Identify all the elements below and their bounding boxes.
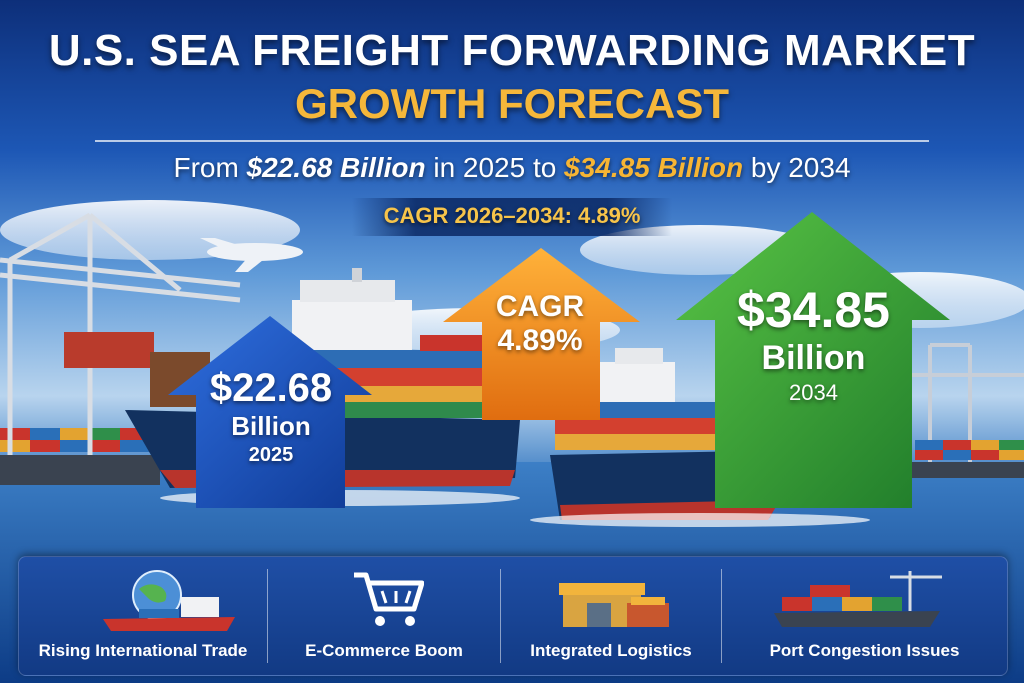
divider: [267, 569, 268, 663]
subtitle: From $22.68 Billion in 2025 to $34.85 Bi…: [0, 152, 1024, 184]
blue-arrow-unit: Billion: [231, 411, 311, 441]
hanging-container: [64, 332, 154, 368]
left-crane: [0, 212, 241, 455]
globe-ship-icon: [103, 570, 235, 631]
blue-arrow-labels: $22.68 Billion 2025: [196, 366, 346, 468]
subtitle-mid: in 2025 to: [433, 152, 557, 183]
divider: [721, 569, 722, 663]
airplane-icon: [200, 238, 303, 272]
left-dock: [0, 455, 160, 485]
green-arrow: [676, 212, 950, 508]
green-arrow-year: 2034: [789, 380, 838, 405]
feature-label: Integrated Logistics: [530, 641, 692, 660]
title-line2: GROWTH FORECAST: [295, 80, 729, 127]
blue-arrow: [168, 316, 372, 508]
feature-ecommerce: E-Commerce Boom: [268, 557, 500, 675]
feature-label: Rising International Trade: [38, 641, 248, 660]
feature-integrated-logistics: Integrated Logistics: [501, 557, 721, 675]
warehouse-icon: [559, 583, 669, 627]
right-dock-containers: [915, 440, 1024, 460]
cagr-line: CAGR 2026–2034: 4.89%: [383, 203, 641, 228]
right-dock: [912, 462, 1024, 478]
subtitle-end-value: $34.85 Billion: [564, 152, 744, 183]
orange-arrow-value: 4.89%: [497, 324, 583, 357]
subtitle-start-value: $22.68 Billion: [246, 152, 426, 183]
orange-arrow: [443, 248, 640, 420]
orange-arrow-label: CAGR: [495, 290, 585, 323]
title-divider: [95, 140, 929, 142]
orange-arrow-labels: CAGR 4.89%: [470, 290, 610, 358]
blue-arrow-value: $22.68: [209, 366, 333, 410]
drivers-panel: Rising International Trade E-Commerce Bo…: [18, 556, 1008, 676]
feature-rising-trade: Rising International Trade: [19, 557, 267, 675]
title-line1: U.S. SEA FREIGHT FORWARDING MARKET: [48, 26, 976, 75]
green-arrow-unit: Billion: [761, 339, 866, 377]
green-arrow-value: $34.85: [737, 282, 890, 338]
green-arrow-labels: $34.85 Billion 2034: [715, 282, 912, 408]
wake-right: [530, 513, 870, 527]
feature-label: E-Commerce Boom: [305, 641, 463, 660]
shopping-cart-icon: [354, 572, 424, 626]
subtitle-suffix: by 2034: [750, 152, 851, 183]
feature-label: Port Congestion Issues: [769, 641, 960, 660]
port-ship-icon: [774, 571, 942, 627]
cagr-band: [352, 198, 672, 236]
blue-arrow-year: 2025: [248, 444, 294, 466]
divider: [500, 569, 501, 663]
feature-port-congestion: Port Congestion Issues: [722, 557, 1007, 675]
subtitle-prefix: From: [173, 152, 239, 183]
